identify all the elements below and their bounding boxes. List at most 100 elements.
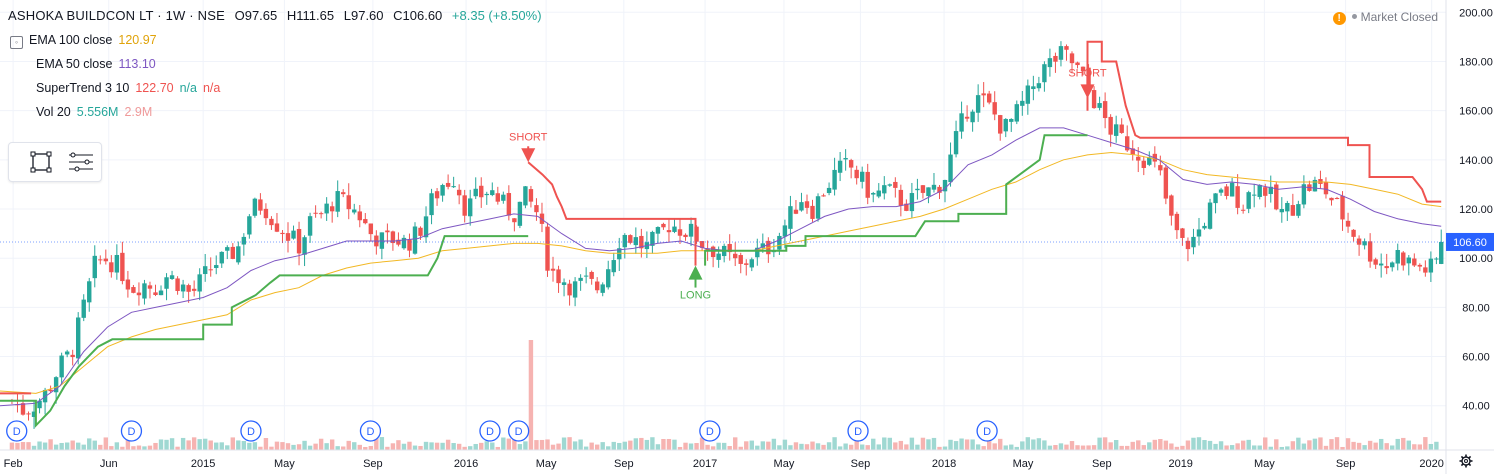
candle-body	[456, 189, 462, 196]
dividend-marker[interactable]	[976, 420, 998, 442]
volume-bar	[1246, 439, 1251, 450]
lines-tool-icon[interactable]	[67, 151, 95, 173]
volume-bar	[628, 440, 633, 450]
candle-body	[904, 203, 909, 211]
candle-body	[1257, 184, 1262, 197]
supertrend-down-line	[1086, 40, 1442, 203]
warning-icon[interactable]: !	[1332, 12, 1346, 25]
candle-body	[871, 193, 876, 195]
candle-body	[760, 243, 766, 248]
volume-bar	[1428, 443, 1434, 450]
legend-ema50[interactable]: EMA 50 close 113.10	[36, 57, 156, 71]
volume-bar	[258, 446, 263, 450]
legend-supertrend-value: 122.70	[135, 81, 174, 95]
candle-body	[893, 181, 898, 188]
volume-bar	[1169, 443, 1174, 450]
volume-bar	[59, 442, 64, 450]
candle-body	[1439, 241, 1444, 264]
rectangle-tool-icon[interactable]	[21, 151, 61, 173]
candle-body	[1218, 189, 1224, 193]
candle-body	[777, 235, 782, 250]
volume-bar	[970, 439, 975, 450]
candle-body	[926, 187, 931, 197]
candle-body	[699, 241, 705, 248]
volume-bar	[147, 445, 153, 450]
candle-body	[506, 193, 512, 216]
candle-body	[412, 226, 418, 254]
volume-bar	[341, 446, 346, 450]
candle-body	[583, 275, 589, 277]
candle-body	[523, 186, 528, 206]
volume-bar	[479, 442, 484, 450]
x-tick-label: 2019	[1168, 458, 1192, 470]
candle-body	[1235, 186, 1240, 208]
volume-bar	[1384, 443, 1389, 450]
ohlc-low: L97.60	[343, 8, 384, 23]
volume-bar	[655, 444, 661, 450]
legend-ema100[interactable]: ◦ EMA 100 close 120.97	[10, 33, 157, 49]
volume-bar	[136, 445, 142, 450]
candle-body	[440, 185, 445, 196]
candle-body	[882, 185, 887, 194]
grid-lines	[0, 0, 1446, 450]
x-tick-label: Sep	[851, 458, 871, 470]
candle-body	[329, 206, 335, 212]
dividend-marker[interactable]	[240, 420, 262, 442]
visibility-icon[interactable]: ◦	[10, 36, 23, 49]
dividend-marker[interactable]	[120, 420, 143, 442]
volume-bar	[1406, 440, 1411, 450]
volume-bar	[622, 441, 627, 450]
candle-body	[352, 209, 357, 213]
volume-bar	[396, 440, 401, 450]
volume-bar	[1390, 445, 1395, 450]
volume-bar	[1263, 437, 1268, 450]
volume-bar	[197, 439, 202, 450]
candle-body	[1191, 236, 1196, 248]
candle-body	[1318, 178, 1323, 184]
legend-supertrend[interactable]: SuperTrend 3 10 122.70 n/a n/a	[36, 81, 220, 95]
candle-body	[445, 182, 451, 187]
volume-bar	[821, 444, 826, 450]
volume-bar	[688, 443, 694, 450]
gear-icon[interactable]	[1459, 454, 1473, 468]
volume-bar	[9, 442, 15, 450]
x-tick-label: Sep	[363, 458, 383, 470]
candle-body	[1395, 249, 1400, 264]
dividend-marker[interactable]	[507, 420, 530, 442]
candle-body	[318, 213, 324, 215]
dividend-marker[interactable]	[6, 420, 28, 442]
indicator-lines	[0, 40, 1446, 428]
y-tick-label: 160.00	[1459, 106, 1493, 118]
candle-body	[434, 191, 440, 199]
volume-bar	[898, 440, 904, 450]
candle-body	[64, 351, 70, 355]
legend-volume[interactable]: Vol 20 5.556M 2.9M	[36, 105, 152, 119]
volume-bar	[777, 445, 782, 450]
volume-bar	[296, 444, 302, 450]
supertrend-down-line	[527, 161, 697, 266]
dividend-marker[interactable]	[847, 420, 869, 442]
candle-body	[142, 283, 147, 299]
candle-body	[252, 198, 258, 216]
volume-bar	[1136, 440, 1141, 450]
volume-bar	[324, 443, 329, 450]
candle-body	[147, 285, 153, 289]
candle-body	[1108, 116, 1113, 135]
volume-bar	[1296, 437, 1301, 450]
candle-body	[1296, 204, 1301, 216]
short-arrow-icon	[521, 148, 536, 163]
candle-body	[76, 317, 81, 359]
x-tick-label: May	[1013, 458, 1034, 470]
x-tick-label: May	[774, 458, 795, 470]
dividend-marker[interactable]	[479, 420, 501, 442]
volume-bar	[114, 442, 120, 450]
volume-bar	[810, 441, 815, 450]
x-tick-label: Feb	[4, 458, 23, 470]
dividend-marker[interactable]	[359, 420, 382, 442]
dividend-marker[interactable]	[699, 420, 721, 442]
candle-body	[307, 216, 313, 236]
long-arrow-icon	[688, 265, 703, 280]
candle-body	[594, 281, 600, 291]
